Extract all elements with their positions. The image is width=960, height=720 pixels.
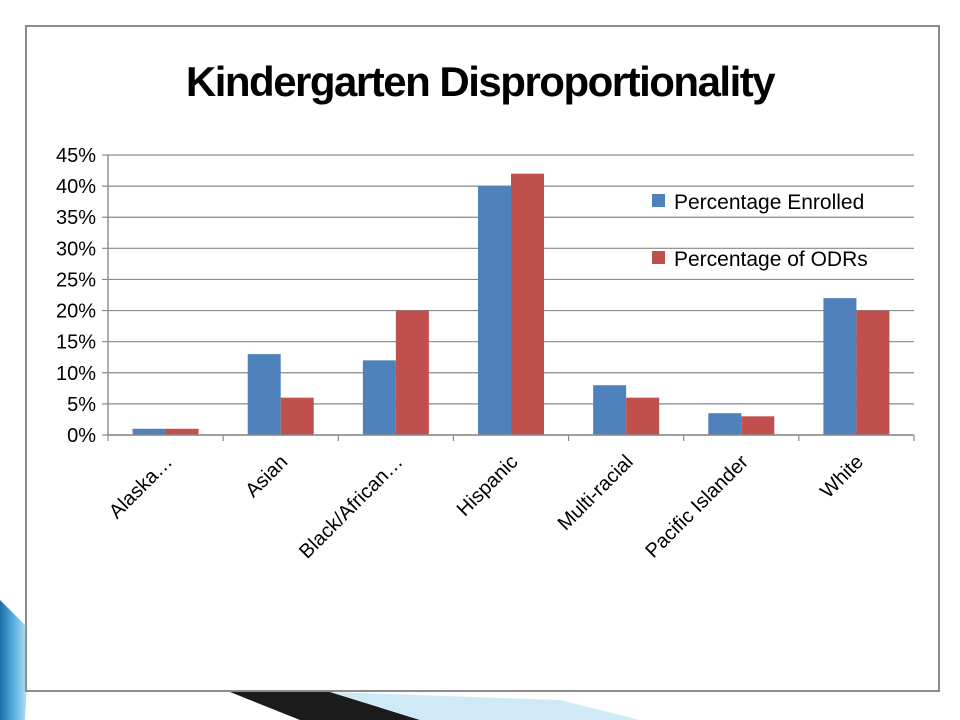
y-tick-label: 25%	[56, 269, 96, 291]
bar-odrs	[856, 310, 890, 435]
bar-odrs	[280, 397, 314, 435]
bar-odrs	[165, 428, 199, 435]
bar-enrolled	[708, 413, 742, 435]
y-tick-label: 35%	[56, 207, 96, 229]
x-category-label: Black/African…	[295, 451, 407, 563]
x-category-label: Pacific Islander	[641, 451, 753, 563]
axes	[107, 155, 914, 436]
y-axis-ticks: 0% 5% 10% 15% 20% 25% 30% 35% 40% 45%	[56, 145, 96, 447]
bar-enrolled	[823, 298, 857, 435]
bar-odrs	[626, 397, 660, 435]
y-tick-label: 30%	[56, 238, 96, 260]
chart-title: Kindergarten Disproportionality	[185, 58, 776, 105]
x-category-label: Asian	[241, 451, 292, 502]
y-tick-label: 20%	[56, 301, 96, 323]
bar-odrs	[511, 173, 544, 435]
bar-enrolled	[478, 186, 511, 435]
y-tick-label: 0%	[67, 425, 96, 447]
x-category-label: Multi-racial	[554, 451, 638, 535]
legend-swatch	[652, 194, 665, 207]
bar-enrolled	[132, 428, 166, 435]
y-tick-label: 45%	[56, 145, 96, 167]
legend-label: Percentage of ODRs	[674, 248, 868, 271]
bar-enrolled	[247, 354, 281, 435]
y-tick-label: 40%	[56, 176, 96, 198]
y-tick-label: 5%	[67, 394, 96, 416]
x-category-label: Alaska…	[105, 451, 177, 523]
y-tick-label: 10%	[56, 363, 96, 385]
legend-swatch	[652, 251, 665, 264]
x-category-label: White	[816, 451, 868, 503]
bar-enrolled	[362, 360, 396, 435]
y-tick-label: 15%	[56, 332, 96, 354]
bar-odrs	[395, 310, 429, 435]
bar-enrolled	[593, 385, 627, 435]
bars	[107, 173, 915, 441]
x-category-label: Hispanic	[453, 451, 523, 521]
x-axis-labels: Alaska… Asian Black/African… Hispanic Multi-…	[105, 451, 868, 563]
bar-odrs	[741, 416, 775, 435]
legend: Percentage Enrolled Percentage of ODRs	[652, 191, 868, 271]
legend-label: Percentage Enrolled	[674, 191, 864, 214]
